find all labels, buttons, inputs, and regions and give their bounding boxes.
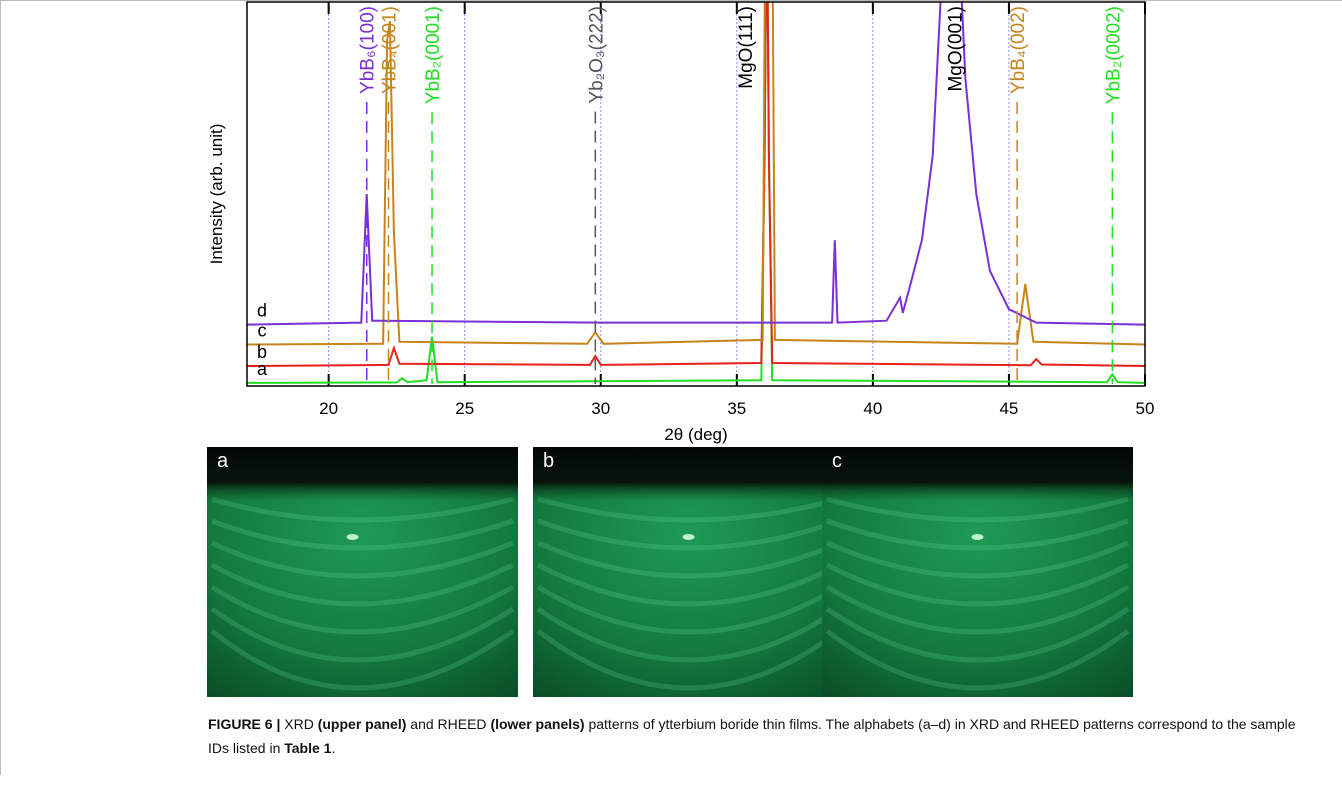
rheed-shadow xyxy=(533,447,844,697)
x-tick-label: 45 xyxy=(999,399,1018,418)
x-tick-label: 35 xyxy=(727,399,746,418)
peak-label: MgO(111) xyxy=(736,6,757,89)
rheed-shadow xyxy=(822,447,1133,697)
y-axis-label: Intensity (arb. unit) xyxy=(207,124,226,265)
trace-label: d xyxy=(257,301,267,321)
plot-frame xyxy=(246,1,1146,387)
rheed-label: b xyxy=(543,450,554,472)
caption-text: (upper panel) xyxy=(317,716,411,732)
trace xyxy=(247,2,1145,346)
rheed-label: a xyxy=(217,450,229,472)
x-tick-label: 50 xyxy=(1136,399,1155,418)
x-tick-label: 40 xyxy=(863,399,882,418)
peak-label: MgO(001) xyxy=(946,6,967,92)
figure: Intensity (arb. unit) 2θ (deg) 20 25 30 35 4… xyxy=(207,1,1155,697)
caption-text: . xyxy=(331,740,336,756)
trace-label: b xyxy=(257,342,267,362)
x-axis-label: 2θ (deg) xyxy=(664,425,727,444)
rheed-image xyxy=(533,447,844,697)
rheed-label: c xyxy=(832,450,842,472)
figure-caption: FIGURE 6 | XRD (upper panel) and RHEED (… xyxy=(208,712,1308,760)
trace-label: a xyxy=(257,359,268,379)
x-tick-label: 30 xyxy=(591,399,610,418)
x-tick-label: 25 xyxy=(455,399,474,418)
peak-label: YbB₂(0002) xyxy=(1103,6,1124,104)
caption-text: Table 1 xyxy=(284,740,332,756)
trace xyxy=(247,2,1145,326)
caption-text: and RHEED xyxy=(410,716,491,732)
peak-label: YbB₄(002) xyxy=(1008,6,1029,94)
plot-lines xyxy=(247,2,1145,384)
caption-text: patterns of ytterbium boride thin films.… xyxy=(208,716,1300,756)
rheed-shadow xyxy=(207,447,518,697)
x-tick-label: 20 xyxy=(319,399,338,418)
caption-text: (lower panels) xyxy=(490,716,589,732)
peak-label: Yb₂O₃(222) xyxy=(586,6,607,104)
trace-label: c xyxy=(258,321,267,341)
peak-label: YbB₆(100) xyxy=(358,6,379,94)
peak-label: YbB₄(001) xyxy=(380,6,401,94)
caption-text: FIGURE 6 | xyxy=(208,716,285,732)
caption-text: XRD xyxy=(284,716,318,732)
peak-label: YbB₂(0001) xyxy=(423,6,444,104)
rheed-image xyxy=(822,447,1133,697)
rheed-image xyxy=(207,447,518,697)
